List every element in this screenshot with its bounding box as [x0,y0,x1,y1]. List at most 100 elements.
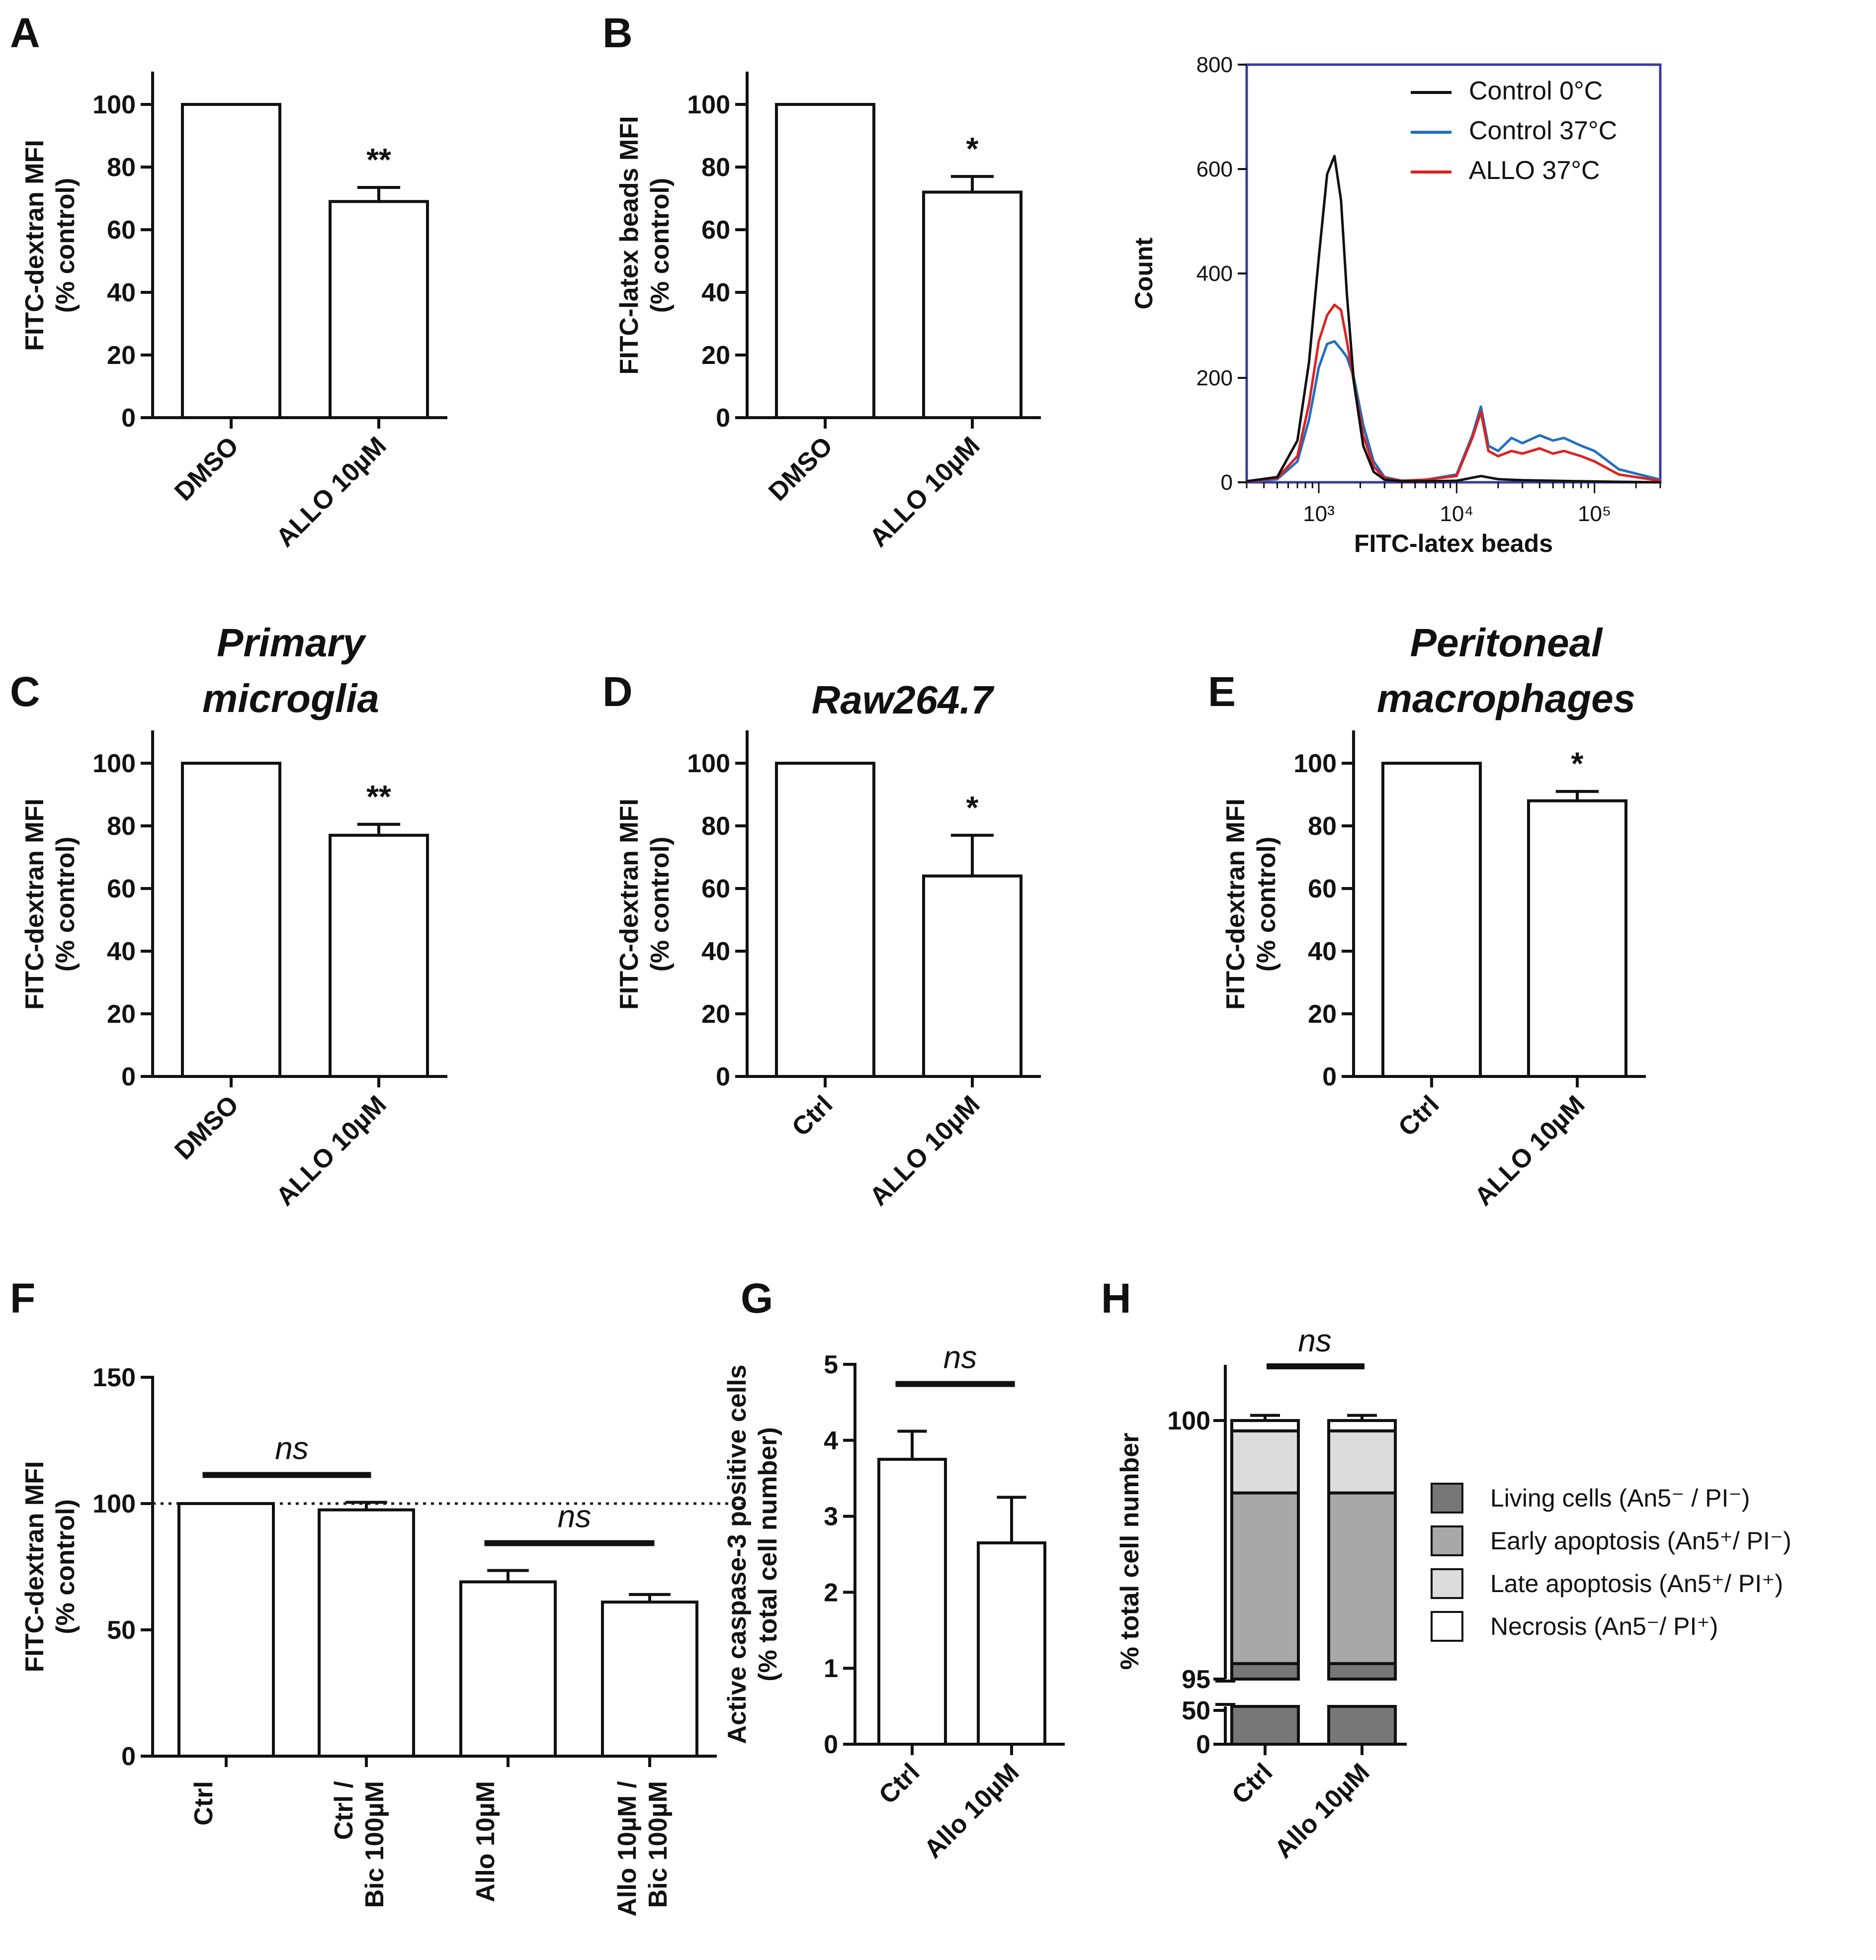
category-label: Ctrl [786,1090,838,1142]
bar [181,762,281,1078]
y-tick-label: 20 [107,1000,136,1029]
y-axis-label: FITC-dextran MFI [1221,799,1250,1010]
y-tick-label: 20 [1308,1000,1337,1029]
y-tick-label: 100 [92,90,136,119]
significance-marker: ** [366,779,391,814]
category-label: ALLO 10µM [270,1090,392,1211]
y-tick-label: 100 [687,749,730,778]
y-tick-label: 600 [1196,157,1233,181]
y-axis-label: % total cell number [1115,1433,1144,1670]
legend-label: Necrosis (An5⁻/ PI⁺) [1490,1612,1718,1640]
panel-letter-e: E [1208,668,1236,715]
y-tick-label: 40 [1308,937,1337,966]
chart-title: Raw264.7 [812,678,995,722]
series-line [1246,155,1661,484]
stack-segment [1230,1491,1300,1665]
chart-title: microglia [202,676,379,720]
y-tick-label: 95 [1182,1665,1210,1694]
legend-label: Living cells (An5⁻ / PI⁻) [1490,1484,1750,1512]
y-tick-label: 80 [701,812,730,841]
y-axis-label: FITC-dextran MFI [615,799,644,1010]
panel-a: 0 20 40 60 80 100 FITC-dextran MFI (% control) D… [20,72,447,552]
y-tick-label: 0 [121,404,136,433]
stack-segment [1327,1662,1397,1681]
y-tick-label: 4 [824,1426,838,1455]
panel-b-histogram: 0 200 400 600 800 10³ 10⁴ 10⁵ FITC-latex beads Co… [1130,53,1662,557]
category-label: Allo 10µM / [613,1781,642,1917]
panel-f: 0 50 100 150 FITC-dextran MFI (% control) Ctrl… [20,1363,747,1917]
bar [181,103,281,419]
y-tick-label: 0 [716,404,730,433]
panel-letter-c: C [10,668,40,715]
chart-title: macrophages [1377,676,1635,720]
legend-label: Control 0°C [1469,77,1603,105]
significance-marker: * [966,790,979,825]
category-label: DMSO [763,431,838,506]
y-tick-label: 20 [107,341,136,370]
category-label: Ctrl / [330,1781,358,1840]
panel-letter-a: A [10,9,40,56]
panel-letter-f: F [10,1275,35,1322]
panel-g: 0 1 2 3 4 5 Active caspase-3 positive cells (% … [723,1339,1065,1864]
y-tick-label: 60 [107,875,136,903]
y-tick-label: 400 [1196,262,1233,286]
y-tick-label: 200 [1196,366,1233,390]
y-tick-label: 60 [1308,875,1337,903]
legend-label: Control 37°C [1469,116,1617,145]
x-tick-label: 10³ [1303,502,1335,526]
panel-letter-d: D [602,668,633,715]
x-tick-label: 10⁵ [1578,502,1611,526]
significance-marker: * [966,131,979,167]
y-tick-label: 50 [1182,1696,1210,1725]
y-axis-label: (% control) [646,178,675,313]
y-tick-label: 40 [107,278,136,307]
y-axis-label: Count [1130,237,1158,309]
legend-label: Early apoptosis (An5⁺/ PI⁻) [1490,1527,1791,1555]
bar [318,1508,415,1758]
comparison-label: ns [943,1339,977,1375]
category-label: DMSO [169,431,244,506]
y-axis-label: FITC-dextran MFI [20,1461,49,1673]
y-axis-label: FITC-dextran MFI [20,799,49,1010]
y-tick-label: 0 [1221,470,1233,495]
y-tick-label: 100 [92,1490,136,1518]
bar [877,1458,947,1746]
y-axis-label: (% control) [51,1499,80,1634]
bar [775,762,875,1078]
category-label: Ctrl [1226,1758,1278,1809]
category-label: Ctrl [873,1758,925,1809]
category-label: ALLO 10µM [864,1090,985,1211]
y-tick-label: 60 [107,216,136,245]
y-axis-label: (% total cell number) [754,1427,782,1681]
legend-swatch [1431,1568,1463,1599]
panel-c: 0 20 40 60 80 100 FITC-dextran MFI (% control) D… [20,621,447,1211]
panel-b: 0 20 40 60 80 100 FITC-latex beads MFI (% contr… [615,72,1041,552]
panel-letter-b: B [602,9,633,56]
stack-segment [1327,1429,1397,1495]
x-axis-label: FITC-latex beads [1354,530,1553,557]
y-axis-label: (% control) [51,178,80,313]
bar [1527,799,1627,1078]
y-axis-label: FITC-dextran MFI [20,140,49,351]
stack-segment [1230,1429,1300,1495]
y-tick-label: 20 [701,341,730,370]
y-tick-label: 0 [1322,1063,1337,1091]
chart-title: Primary [217,621,366,665]
stack-segment [1327,1705,1397,1746]
y-tick-label: 50 [107,1616,136,1645]
category-label: Allo 10µM [1269,1758,1375,1864]
y-tick-label: 80 [107,153,136,182]
series-line [1246,303,1661,483]
y-tick-label: 0 [1196,1730,1210,1759]
category-label: ALLO 10µM [864,431,985,552]
bar [922,190,1023,419]
legend-swatch [1431,1483,1463,1514]
y-tick-label: 80 [701,153,730,182]
chart-title: Peritoneal [1410,621,1604,665]
legend-label: Late apoptosis (An5⁺/ PI⁺) [1490,1570,1783,1598]
y-tick-label: 60 [701,216,730,245]
significance-marker: ** [366,142,391,178]
category-label: DMSO [169,1090,244,1165]
